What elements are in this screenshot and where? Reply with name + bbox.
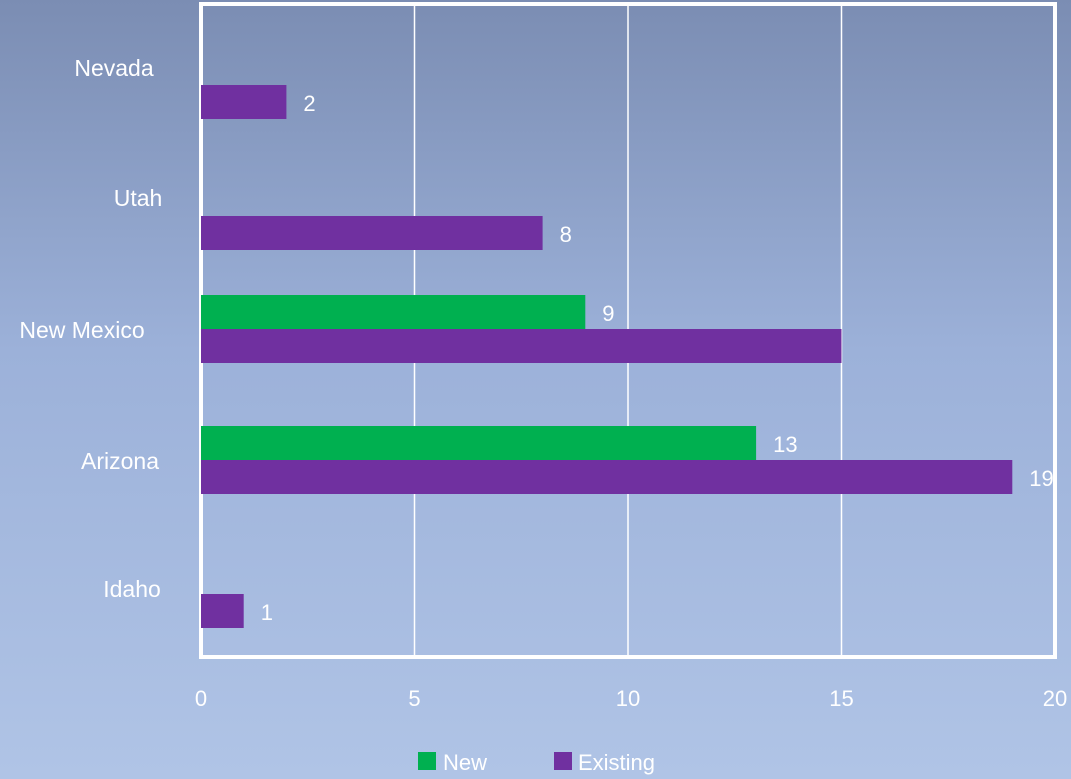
category-label: Arizona — [81, 448, 159, 474]
data-label: 13 — [773, 432, 797, 457]
x-tick-label: 0 — [195, 686, 207, 711]
data-label: 2 — [303, 91, 315, 116]
bar-new-new-mexico — [201, 295, 586, 329]
x-tick-label: 15 — [829, 686, 853, 711]
legend-label: New — [443, 750, 487, 775]
legend: New Existing — [418, 750, 655, 775]
legend-swatch-new — [418, 752, 436, 770]
category-label: Nevada — [74, 55, 153, 81]
category-label: Utah — [114, 185, 163, 211]
value-axis: 0 5 10 15 20 — [195, 686, 1067, 711]
data-label: 9 — [602, 301, 614, 326]
bars — [201, 85, 1013, 628]
x-tick-label: 20 — [1043, 686, 1067, 711]
category-axis: Nevada Utah New Mexico Arizona Idaho — [19, 55, 162, 602]
data-label: 19 — [1029, 466, 1053, 491]
x-tick-label: 5 — [408, 686, 420, 711]
data-label: 1 — [261, 600, 273, 625]
bar-existing-nevada — [201, 85, 287, 119]
bar-existing-utah — [201, 216, 543, 250]
x-tick-label: 10 — [616, 686, 640, 711]
legend-label: Existing — [578, 750, 655, 775]
category-label: New Mexico — [19, 317, 144, 343]
bar-new-arizona — [201, 426, 757, 460]
bar-existing-idaho — [201, 594, 244, 628]
bar-existing-arizona — [201, 460, 1013, 494]
category-label: Idaho — [103, 576, 161, 602]
data-labels: 9 13 2 8 19 1 — [261, 91, 1054, 625]
data-label: 8 — [560, 222, 572, 247]
legend-swatch-existing — [554, 752, 572, 770]
bar-existing-new-mexico — [201, 329, 842, 363]
